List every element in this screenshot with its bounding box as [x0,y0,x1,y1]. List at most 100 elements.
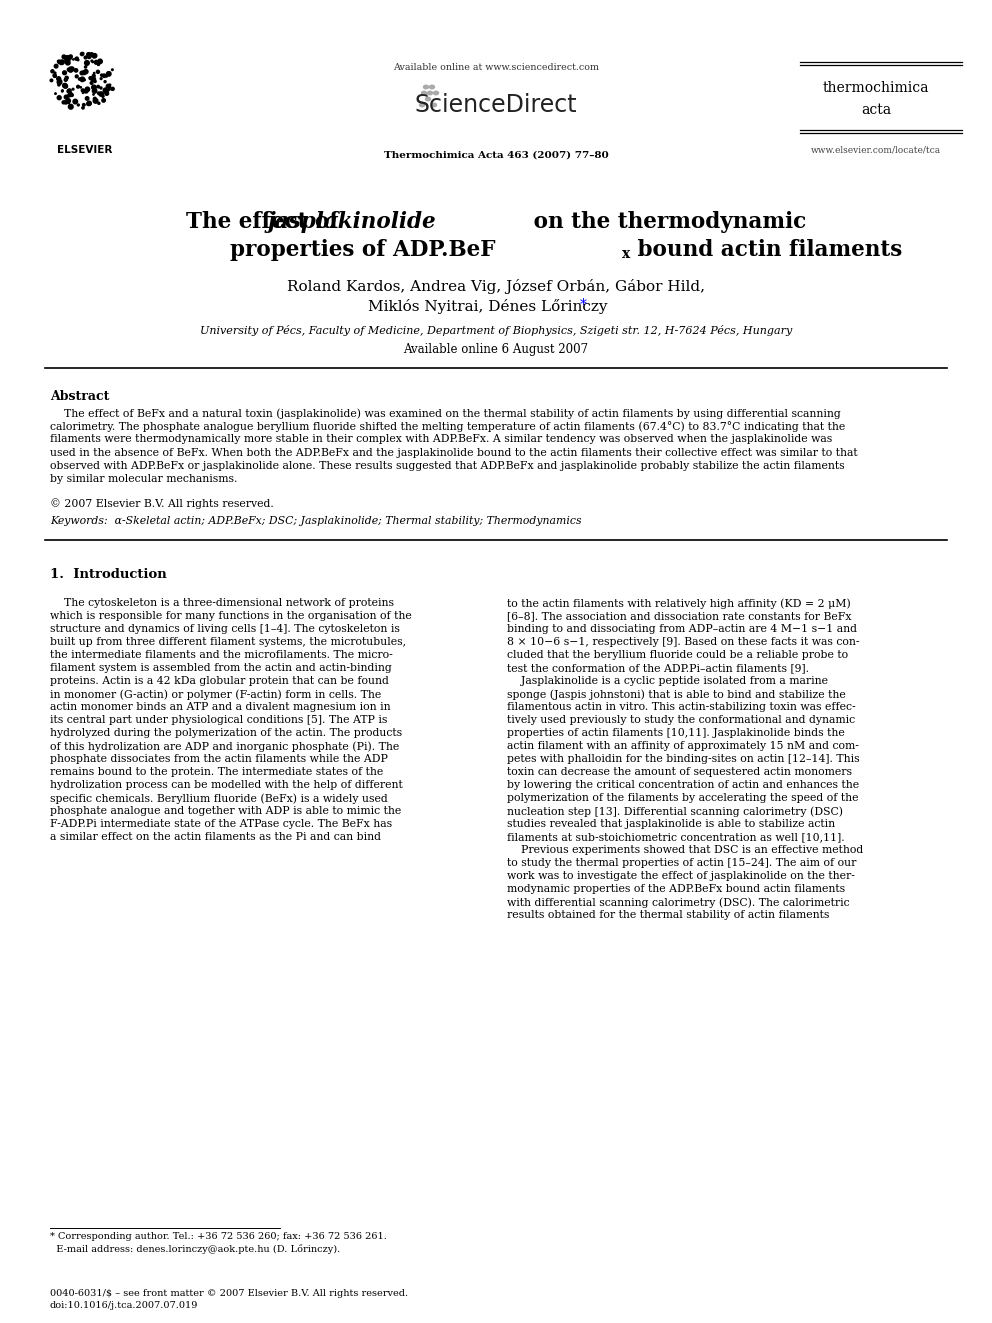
Text: University of Pécs, Faculty of Medicine, Department of Biophysics, Szigeti str. : University of Pécs, Faculty of Medicine,… [199,324,793,336]
Text: Keywords:  α-Skeletal actin; ADP.BeFx; DSC; Jasplakinolide; Thermal stability; T: Keywords: α-Skeletal actin; ADP.BeFx; DS… [50,516,581,527]
Text: 0040-6031/$ – see front matter © 2007 Elsevier B.V. All rights reserved.: 0040-6031/$ – see front matter © 2007 El… [50,1289,408,1298]
Circle shape [100,78,102,79]
Circle shape [67,94,71,97]
Circle shape [97,86,99,87]
Text: used in the absence of BeFx. When both the ADP.BeFx and the jasplakinolide bound: used in the absence of BeFx. When both t… [50,447,858,458]
Circle shape [91,77,95,82]
Circle shape [104,81,106,82]
Text: 1.  Introduction: 1. Introduction [50,568,167,581]
Circle shape [74,69,77,71]
Circle shape [66,56,71,61]
Circle shape [87,56,91,58]
Text: binding to and dissociating from ADP–actin are 4 M−1 s−1 and: binding to and dissociating from ADP–act… [507,624,857,634]
Circle shape [102,95,104,98]
Text: © 2007 Elsevier B.V. All rights reserved.: © 2007 Elsevier B.V. All rights reserved… [50,497,274,509]
Circle shape [85,87,89,91]
Ellipse shape [432,103,436,107]
Text: ELSEVIER: ELSEVIER [58,146,113,155]
Circle shape [64,58,68,62]
Circle shape [82,78,84,81]
Circle shape [65,77,68,79]
Text: filaments at sub-stoichiometric concentration as well [10,11].: filaments at sub-stoichiometric concentr… [507,832,844,841]
Text: jasplakinolide: jasplakinolide [268,210,436,233]
Circle shape [100,87,102,89]
Text: www.elsevier.com/locate/tca: www.elsevier.com/locate/tca [810,146,941,155]
Circle shape [105,91,108,95]
Circle shape [68,105,73,108]
Text: in monomer (G-actin) or polymer (F-actin) form in cells. The: in monomer (G-actin) or polymer (F-actin… [50,689,381,700]
Text: specific chemicals. Beryllium fluoride (BeFx) is a widely used: specific chemicals. Beryllium fluoride (… [50,792,388,803]
Circle shape [57,77,61,81]
Text: hydrolyzed during the polymerization of the actin. The products: hydrolyzed during the polymerization of … [50,728,402,738]
Text: its central part under physiological conditions [5]. The ATP is: its central part under physiological con… [50,714,387,725]
Circle shape [51,79,53,82]
Circle shape [62,83,67,87]
Text: ScienceDirect: ScienceDirect [415,93,577,116]
Circle shape [55,93,57,94]
Text: * Corresponding author. Tel.: +36 72 536 260; fax: +36 72 536 261.: * Corresponding author. Tel.: +36 72 536… [50,1232,387,1241]
Text: phosphate dissociates from the actin filaments while the ADP: phosphate dissociates from the actin fil… [50,754,388,763]
Text: hydrolization process can be modelled with the help of different: hydrolization process can be modelled wi… [50,781,403,790]
Circle shape [77,105,79,106]
Circle shape [90,77,92,78]
Text: petes with phalloidin for the binding-sites on actin [12–14]. This: petes with phalloidin for the binding-si… [507,754,860,763]
Circle shape [58,81,60,82]
Circle shape [58,79,62,85]
Circle shape [100,74,103,77]
Circle shape [64,101,67,105]
Text: the intermediate filaments and the microfilaments. The micro-: the intermediate filaments and the micro… [50,650,393,660]
Text: filamentous actin in vitro. This actin-stabilizing toxin was effec-: filamentous actin in vitro. This actin-s… [507,703,856,712]
Circle shape [84,89,88,93]
Text: test the conformation of the ADP.Pi–actin filaments [9].: test the conformation of the ADP.Pi–acti… [507,663,809,673]
Text: work was to investigate the effect of jasplakinolide on the ther-: work was to investigate the effect of ja… [507,871,855,881]
Circle shape [62,71,66,74]
Text: doi:10.1016/j.tca.2007.07.019: doi:10.1016/j.tca.2007.07.019 [50,1301,198,1310]
Circle shape [91,85,96,90]
Text: Jasplakinolide is a cyclic peptide isolated from a marine: Jasplakinolide is a cyclic peptide isola… [507,676,828,687]
Text: by lowering the critical concentration of actin and enhances the: by lowering the critical concentration o… [507,781,859,790]
Text: F-ADP.Pi intermediate state of the ATPase cycle. The BeFx has: F-ADP.Pi intermediate state of the ATPas… [50,819,392,830]
Text: Miklós Nyitrai, Dénes Lőrinczy: Miklós Nyitrai, Dénes Lőrinczy [368,299,608,315]
Text: 8 × 10−6 s−1, respectively [9]. Based on these facts it was con-: 8 × 10−6 s−1, respectively [9]. Based on… [507,636,859,647]
Text: nucleation step [13]. Differential scanning calorimetry (DSC): nucleation step [13]. Differential scann… [507,806,843,816]
Circle shape [54,74,57,77]
Text: [6–8]. The association and dissociation rate constants for BeFx: [6–8]. The association and dissociation … [507,611,851,620]
Circle shape [75,75,78,78]
Text: to study the thermal properties of actin [15–24]. The aim of our: to study the thermal properties of actin… [507,859,856,868]
Circle shape [98,60,102,64]
Circle shape [69,67,74,71]
Ellipse shape [430,85,434,89]
Circle shape [93,57,94,58]
Circle shape [65,56,69,61]
Text: bound actin filaments: bound actin filaments [630,239,903,261]
Circle shape [84,56,87,60]
Text: The cytoskeleton is a three-dimensional network of proteins: The cytoskeleton is a three-dimensional … [50,598,394,609]
Text: structure and dynamics of living cells [1–4]. The cytoskeleton is: structure and dynamics of living cells [… [50,624,400,634]
Text: of this hydrolization are ADP and inorganic phosphate (Pi). The: of this hydrolization are ADP and inorga… [50,741,399,751]
Text: properties of actin filaments [10,11]. Jasplakinolide binds the: properties of actin filaments [10,11]. J… [507,728,845,738]
Text: acta: acta [861,103,891,116]
Circle shape [60,79,62,82]
Circle shape [111,87,114,90]
Text: actin filament with an affinity of approximately 15 nM and com-: actin filament with an affinity of appro… [507,741,859,751]
Circle shape [58,95,62,99]
Circle shape [92,89,97,93]
Circle shape [109,85,111,86]
Circle shape [84,66,86,67]
Circle shape [89,77,92,79]
Circle shape [75,58,77,60]
Text: toxin can decrease the amount of sequestered actin monomers: toxin can decrease the amount of sequest… [507,767,852,777]
Circle shape [93,98,96,101]
Text: polymerization of the filaments by accelerating the speed of the: polymerization of the filaments by accel… [507,792,858,803]
Circle shape [93,98,98,103]
Circle shape [106,75,107,77]
Circle shape [60,62,62,65]
Circle shape [98,102,100,105]
Circle shape [67,90,69,93]
Circle shape [97,93,100,94]
Circle shape [102,74,106,78]
Text: by similar molecular mechanisms.: by similar molecular mechanisms. [50,474,237,484]
Circle shape [62,56,65,58]
Circle shape [92,61,93,62]
Text: Previous experiments showed that DSC is an effective method: Previous experiments showed that DSC is … [507,845,863,855]
